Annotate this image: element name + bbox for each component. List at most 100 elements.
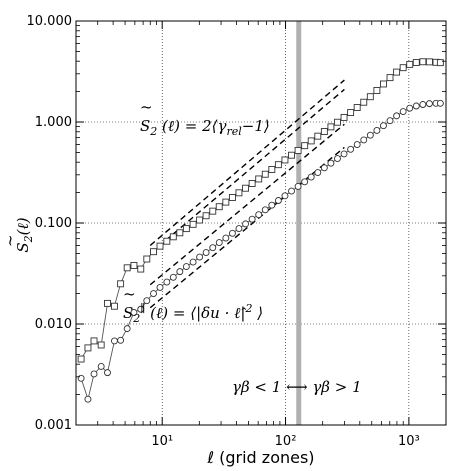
data-point-circle: [366, 131, 374, 139]
data-point-square: [97, 341, 105, 349]
data-point-circle: [314, 169, 322, 176]
data-point-square: [117, 280, 125, 288]
data-point-circle: [196, 253, 204, 261]
data-point-square: [176, 229, 184, 237]
data-point-square: [77, 355, 85, 363]
y-tick-label: 1.000: [35, 115, 72, 130]
data-point-square: [163, 237, 171, 245]
data-point-square: [320, 128, 328, 135]
data-point-square: [314, 132, 322, 140]
data-point-square: [327, 123, 335, 131]
data-point-circle: [169, 273, 177, 281]
data-point-square: [150, 248, 157, 256]
data-point-circle: [189, 258, 197, 266]
data-point-square: [130, 261, 138, 269]
data-point-square: [209, 207, 217, 215]
y-axis-label: S2(ℓ) ~: [1, 217, 35, 252]
data-point-circle: [163, 278, 171, 286]
data-point-circle: [399, 108, 407, 115]
data-point-square: [399, 64, 407, 72]
data-point-square: [353, 104, 361, 112]
data-point-circle: [327, 159, 335, 167]
data-point-circle: [307, 173, 315, 181]
data-point-square: [347, 109, 355, 117]
data-point-circle: [425, 100, 433, 108]
data-point-square: [360, 98, 368, 106]
data-point-square: [261, 170, 269, 178]
data-point-circle: [261, 206, 269, 214]
data-point-circle: [117, 336, 125, 344]
data-point-square: [104, 299, 111, 307]
data-point-circle: [77, 374, 85, 382]
data-point-square: [294, 146, 302, 154]
data-point-square: [268, 165, 276, 173]
data-point-circle: [380, 122, 387, 130]
data-point-square: [288, 151, 295, 159]
data-point-circle: [228, 229, 236, 237]
data-point-circle: [436, 99, 444, 107]
data-point-square: [406, 60, 414, 68]
data-point-square: [255, 175, 263, 183]
svg-text:~: ~: [123, 285, 136, 303]
series-square: [77, 58, 444, 363]
data-point-square: [386, 74, 394, 82]
data-point-square: [281, 156, 289, 164]
y-tick-label: 0.010: [35, 317, 72, 332]
data-point-circle: [202, 249, 210, 256]
data-point-circle: [373, 126, 381, 134]
svg-text:S2 (ℓ) = 2⟨γrel−1⟩: S2 (ℓ) = 2⟨γrel−1⟩: [140, 117, 270, 138]
data-point-circle: [182, 263, 190, 271]
data-point-circle: [235, 225, 243, 233]
data-point-square: [222, 198, 230, 206]
data-point-circle: [104, 369, 111, 377]
data-point-square: [366, 93, 374, 101]
data-point-circle: [209, 244, 217, 252]
data-point-square: [301, 142, 309, 150]
data-point-square: [380, 80, 387, 88]
data-point-circle: [222, 234, 230, 242]
data-point-square: [123, 264, 131, 272]
data-point-square: [373, 87, 381, 94]
data-point-circle: [340, 150, 348, 158]
svg-text:γβ < 1 ⟷ γβ > 1: γβ < 1 ⟷ γβ > 1: [232, 378, 362, 396]
data-point-square: [235, 189, 243, 197]
y-tick-label: 0.100: [35, 216, 72, 231]
data-point-square: [110, 302, 118, 310]
data-point-square: [189, 220, 197, 228]
reference-line: [149, 88, 345, 254]
data-point-circle: [301, 178, 309, 186]
data-point-circle: [176, 268, 184, 276]
data-point-square: [242, 184, 250, 192]
series-circle: [77, 99, 444, 403]
data-point-circle: [110, 337, 118, 345]
data-point-circle: [393, 112, 401, 120]
plot-background: [76, 21, 446, 425]
annotation-gamma-beta: γβ < 1 ⟷ γβ > 1: [232, 378, 362, 396]
data-point-circle: [419, 101, 427, 108]
data-point-square: [215, 203, 223, 211]
data-point-square: [84, 344, 92, 352]
data-point-circle: [137, 305, 145, 313]
data-point-circle: [281, 192, 289, 200]
data-point-circle: [242, 220, 250, 228]
ticks: [75, 20, 447, 426]
svg-text:S2(ℓ): S2(ℓ): [14, 217, 35, 252]
data-point-circle: [294, 183, 302, 190]
data-point-square: [228, 194, 236, 201]
data-point-square: [425, 58, 433, 66]
data-point-circle: [274, 197, 282, 204]
data-point-square: [182, 225, 190, 233]
data-point-square: [340, 113, 348, 121]
data-point-circle: [406, 104, 414, 112]
annotation-s2-parallel: S2∥ (ℓ) = ⟨|δu · ℓ̂|2 ⟩ ~: [123, 285, 263, 325]
series-group: [77, 58, 444, 403]
y-tick-label: 0.001: [35, 418, 72, 433]
data-point-circle: [215, 239, 223, 247]
data-point-square: [143, 255, 151, 263]
data-point-square: [169, 233, 177, 241]
data-point-square: [412, 59, 420, 66]
annotation-s2: S2 (ℓ) = 2⟨γrel−1⟩ ~: [140, 98, 270, 138]
data-point-circle: [288, 187, 295, 195]
data-point-circle: [353, 141, 361, 149]
